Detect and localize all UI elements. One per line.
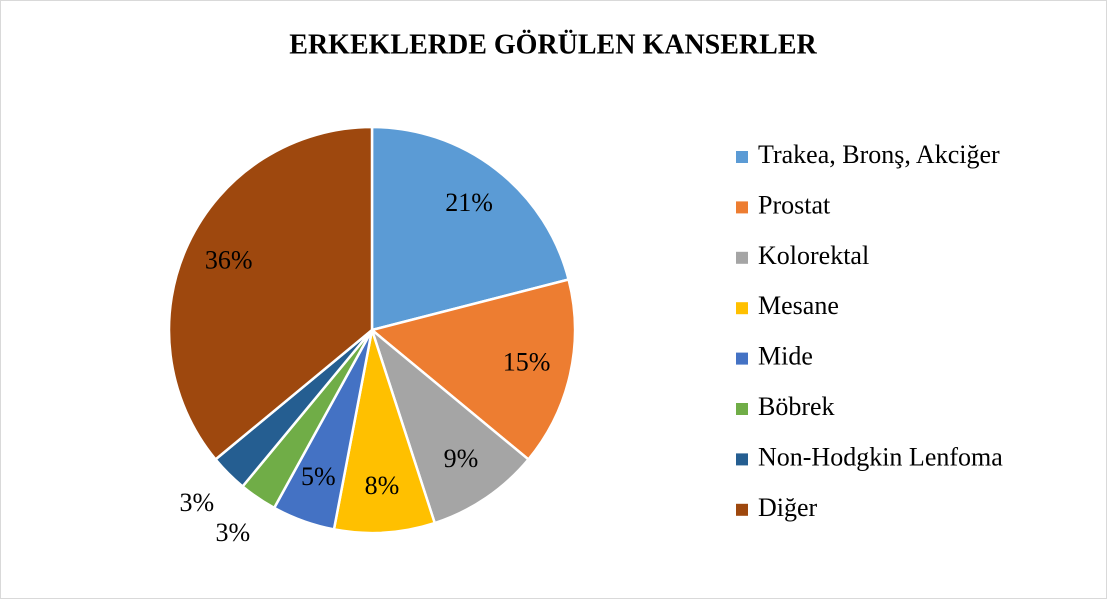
data-label: 3% [180,488,215,517]
legend-label: Mesane [758,291,839,320]
legend-label: Kolorektal [758,241,869,270]
legend-swatch [736,201,748,214]
data-label: 36% [205,246,253,275]
data-label: 5% [301,462,336,491]
legend-swatch [736,453,748,466]
pie-slice [167,125,374,462]
legend-swatch [736,302,748,315]
legend-label: Non-Hodgkin Lenfoma [758,442,1003,471]
data-label: 15% [503,348,551,377]
data-label: 3% [215,518,250,547]
legend-label: Trakea, Bronş, Akciğer [758,140,1000,169]
pie-slice [369,277,577,462]
data-label: 9% [444,444,479,473]
pie-slice [332,329,437,535]
chart-title: ERKEKLERDE GÖRÜLEN KANSERLER [289,29,817,60]
legend-swatch [736,352,748,365]
pie-slice [369,326,531,525]
legend-swatch [736,503,748,516]
legend-label: Mide [758,342,813,371]
legend-swatch [736,403,748,415]
legend-label: Diğer [758,493,818,522]
legend-label: Prostat [758,190,831,219]
data-label: 21% [445,188,493,217]
legend-label: Böbrek [758,392,835,421]
legend-swatch [736,251,748,264]
data-label: 8% [365,471,400,500]
legend-swatch [736,151,748,163]
pie-slice [370,125,571,332]
